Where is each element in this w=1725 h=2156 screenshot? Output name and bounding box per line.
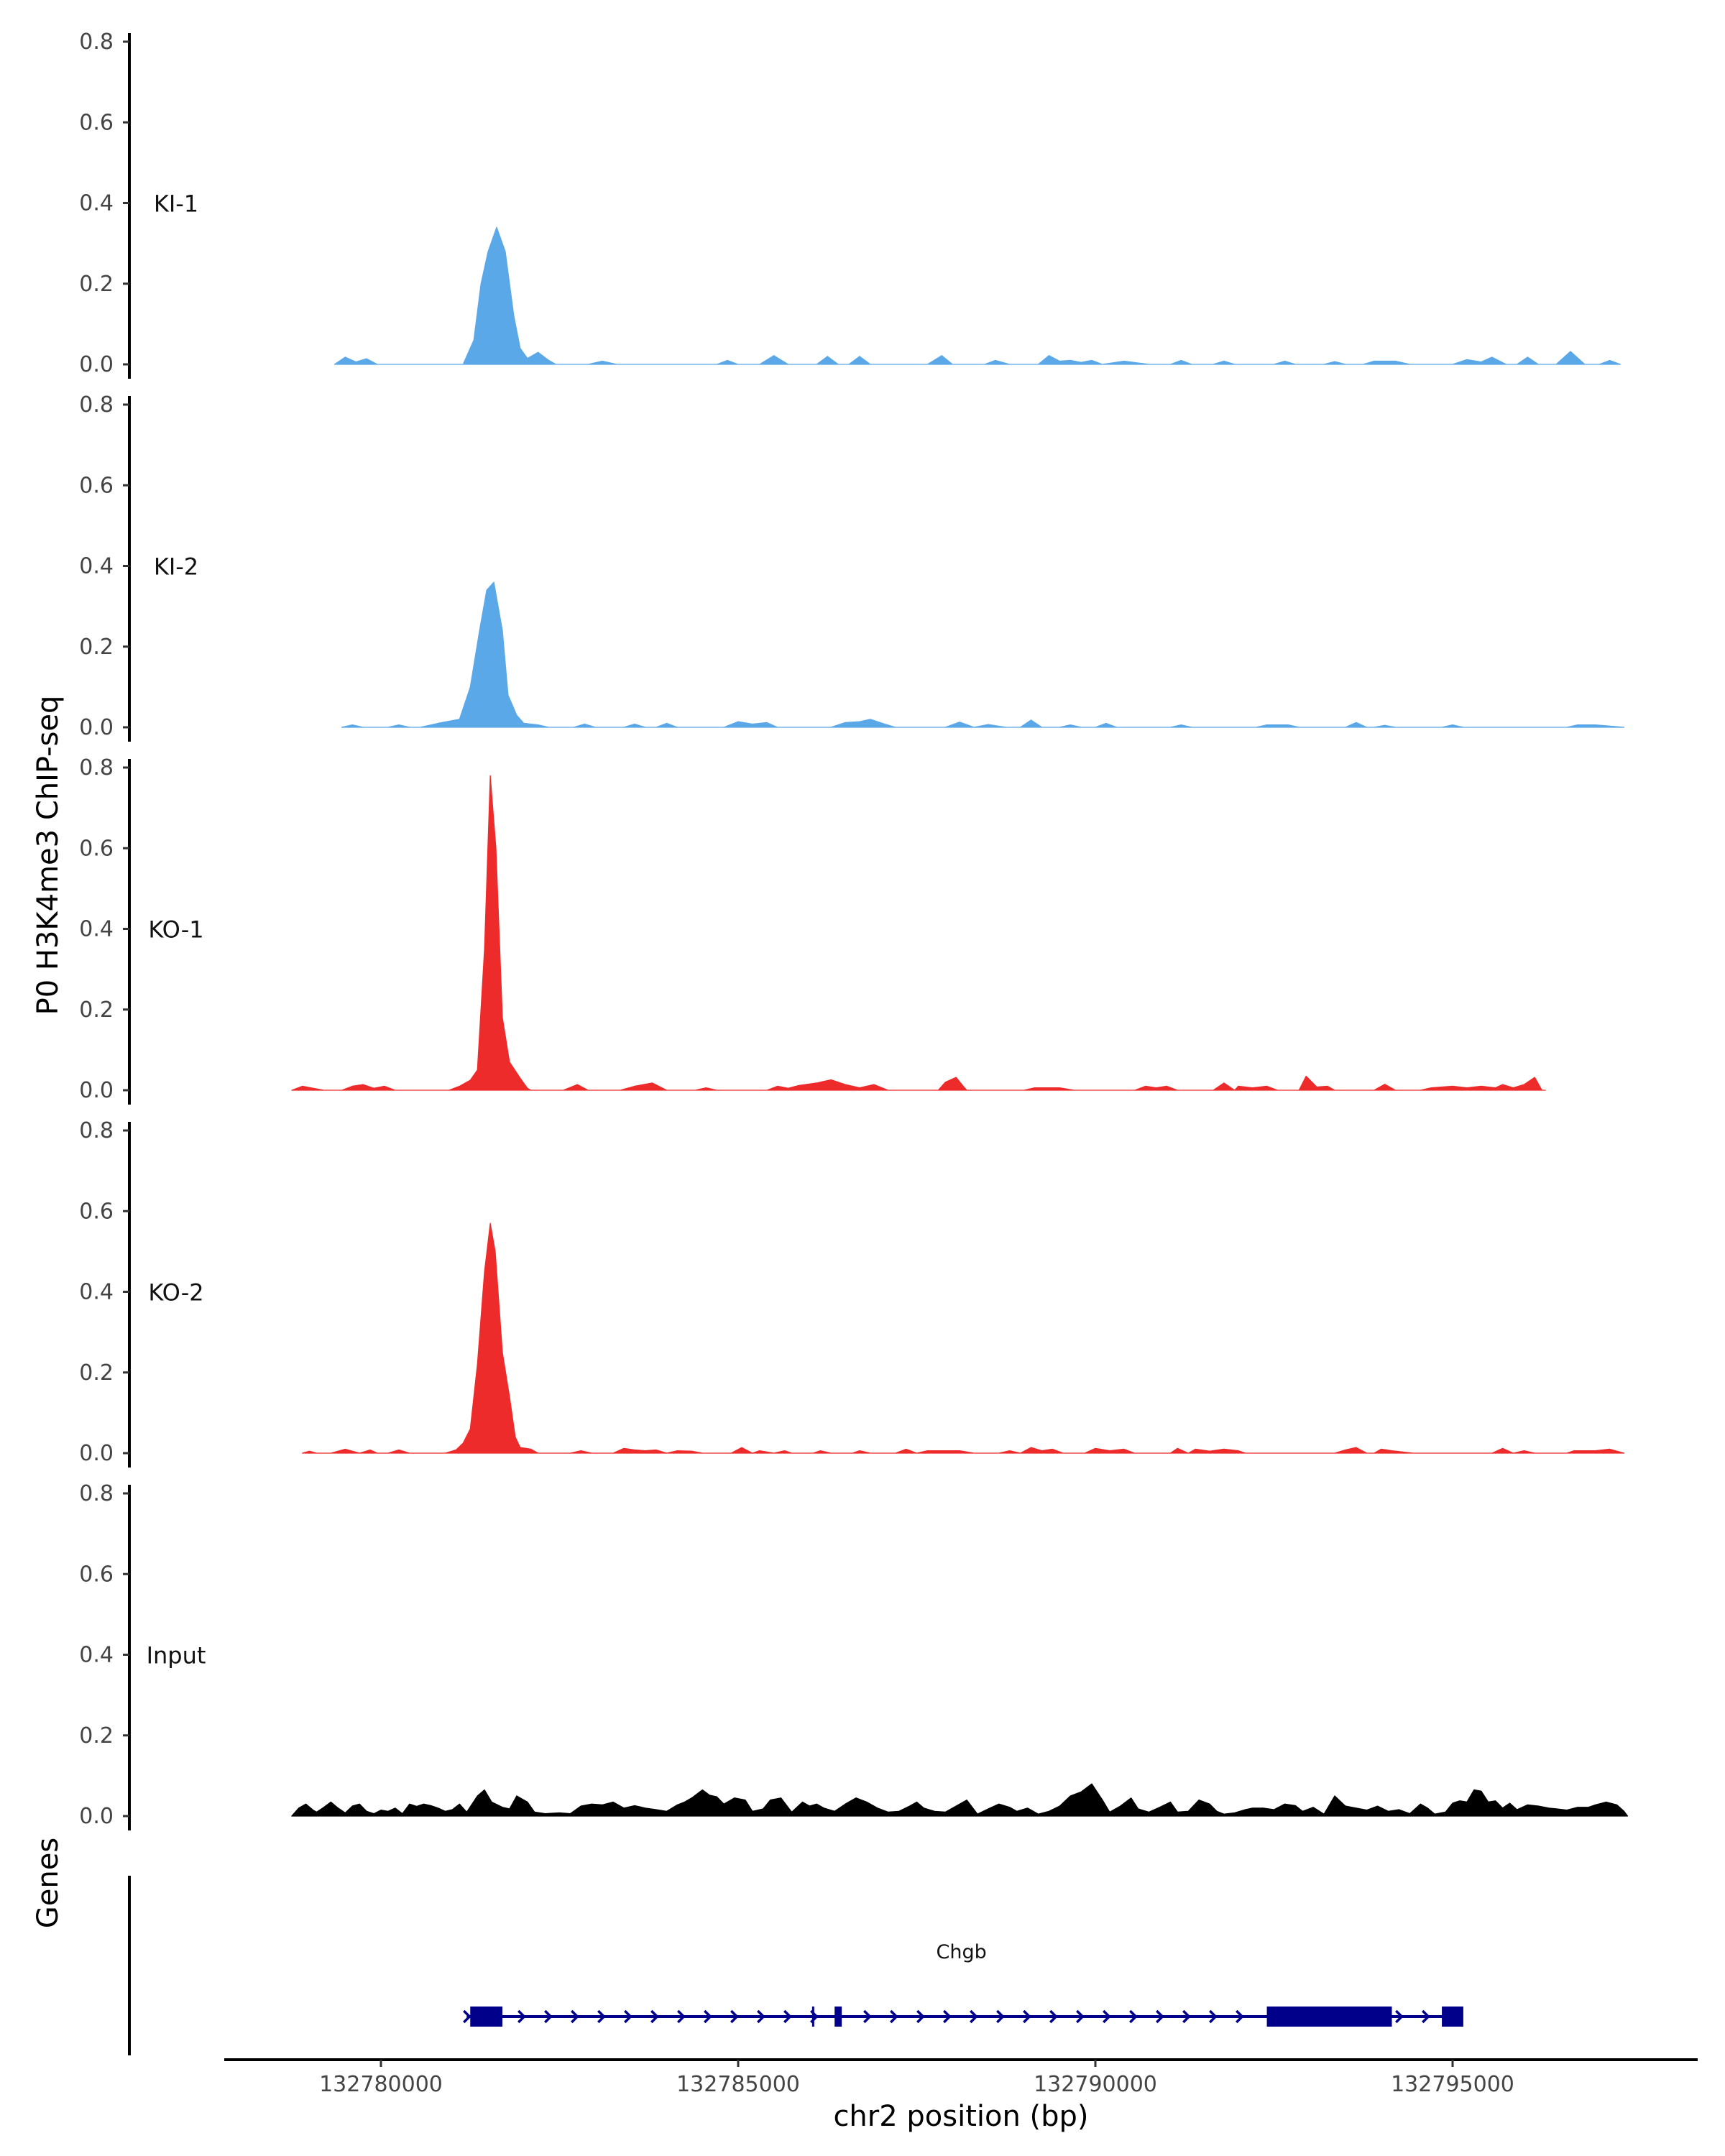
- strand-chevron: [783, 2009, 792, 2024]
- track-ki-1: 0.0 0.2 0.4 0.6 0.8 KI-1: [79, 29, 1622, 379]
- strand-chevron: [1129, 2009, 1138, 2024]
- strand-chevron: [1156, 2009, 1164, 2024]
- coverage-area: [334, 226, 1622, 365]
- y-tick-label: 0.8: [79, 755, 114, 780]
- y-tick-label: 0.2: [79, 1360, 114, 1386]
- y-tick-label: 0.0: [79, 1078, 114, 1103]
- y-tick-label: 0.4: [79, 917, 114, 942]
- strand-chevron: [544, 2009, 553, 2024]
- track-ko-2: 0.0 0.2 0.4 0.6 0.8 KO-2: [79, 1118, 1625, 1468]
- strand-chevron: [650, 2009, 659, 2024]
- x-tick-label: 132785000: [676, 2072, 800, 2097]
- track-input: 0.0 0.2 0.4 0.6 0.8 Input: [79, 1481, 1629, 1830]
- y-tick-label: 0.4: [79, 191, 114, 216]
- y-tick-label: 0.6: [79, 1562, 114, 1587]
- y-tick-label: 0.8: [79, 1481, 114, 1506]
- strand-chevron: [996, 2009, 1005, 2024]
- y-tick-label: 0.6: [79, 1199, 114, 1224]
- strand-chevron: [518, 2009, 526, 2024]
- coverage-area: [341, 581, 1625, 728]
- x-tick-label: 132795000: [1391, 2072, 1514, 2097]
- strand-chevron: [463, 2009, 472, 2024]
- strand-chevron: [1209, 2009, 1218, 2024]
- y-tick-label: 0.0: [79, 1441, 114, 1466]
- y-tick-label: 0.2: [79, 1723, 114, 1749]
- gene-exon: [1266, 2007, 1392, 2027]
- strand-chevron: [1103, 2009, 1111, 2024]
- strand-chevron: [890, 2009, 898, 2024]
- strand-chevron: [757, 2009, 765, 2024]
- strand-chevron: [704, 2009, 712, 2024]
- y-tick-label: 0.2: [79, 272, 114, 297]
- y-tick-label: 0.4: [79, 1643, 114, 1668]
- strand-chevron: [863, 2009, 872, 2024]
- y-axis-title: P0 H3K4me3 ChIP-seq: [32, 696, 65, 1015]
- strand-chevron: [1236, 2009, 1244, 2024]
- track-ki-2: 0.0 0.2 0.4 0.6 0.8 KI-2: [79, 392, 1625, 742]
- strand-chevron: [677, 2009, 686, 2024]
- x-tick-label: 132790000: [1034, 2072, 1157, 2097]
- strand-chevron: [970, 2009, 978, 2024]
- y-tick-label: 0.6: [79, 110, 114, 135]
- strand-chevron: [1395, 2009, 1404, 2024]
- gene-chgb: Chgb: [463, 1941, 1463, 2027]
- track-label: KI-1: [154, 190, 198, 218]
- track-label: Input: [147, 1642, 206, 1669]
- track-label: KO-1: [148, 916, 203, 944]
- genes-axis-title: Genes: [32, 1838, 65, 1928]
- strand-chevron: [1182, 2009, 1191, 2024]
- y-tick-label: 0.0: [79, 352, 114, 377]
- y-tick-label: 0.8: [79, 29, 114, 55]
- x-tick-label: 132780000: [319, 2072, 443, 2097]
- track-label: KI-2: [154, 553, 198, 581]
- y-tick-label: 0.4: [79, 1280, 114, 1305]
- x-axis-title: chr2 position (bp): [833, 2100, 1088, 2133]
- y-tick-label: 0.0: [79, 715, 114, 740]
- gene-exon: [834, 2007, 842, 2027]
- strand-chevron: [916, 2009, 925, 2024]
- strand-chevron: [624, 2009, 632, 2024]
- y-tick-label: 0.8: [79, 1118, 114, 1143]
- strand-chevron: [1422, 2009, 1430, 2024]
- y-tick-label: 0.2: [79, 998, 114, 1023]
- x-axis: 132780000 132785000 132790000 132795000: [224, 2058, 1698, 2097]
- genes-panel: Chgb: [128, 1876, 1463, 2055]
- y-tick-label: 0.4: [79, 554, 114, 579]
- strand-chevron: [1049, 2009, 1058, 2024]
- gene-name-label: Chgb: [937, 1941, 987, 1963]
- track-ko-1: 0.0 0.2 0.4 0.6 0.8 KO-1: [79, 755, 1546, 1105]
- track-label: KO-2: [148, 1279, 203, 1307]
- coverage-tracks: 0.00.20.40.60.8KI-10.00.20.40.60.8KI-20.…: [79, 29, 1629, 1830]
- strand-chevron: [1023, 2009, 1031, 2024]
- y-tick-label: 0.2: [79, 635, 114, 660]
- coverage-area: [291, 775, 1546, 1091]
- y-tick-label: 0.6: [79, 473, 114, 498]
- strand-chevron: [943, 2009, 952, 2024]
- strand-chevron: [1076, 2009, 1085, 2024]
- gene-exon: [1442, 2007, 1463, 2027]
- y-tick-label: 0.6: [79, 836, 114, 861]
- y-tick-label: 0.8: [79, 392, 114, 418]
- gene-exon: [470, 2007, 502, 2027]
- y-tick-label: 0.0: [79, 1804, 114, 1829]
- strand-chevron: [571, 2009, 579, 2024]
- coverage-area: [302, 1222, 1625, 1454]
- strand-chevron: [730, 2009, 739, 2024]
- strand-chevron: [597, 2009, 606, 2024]
- coverage-area: [291, 1783, 1629, 1817]
